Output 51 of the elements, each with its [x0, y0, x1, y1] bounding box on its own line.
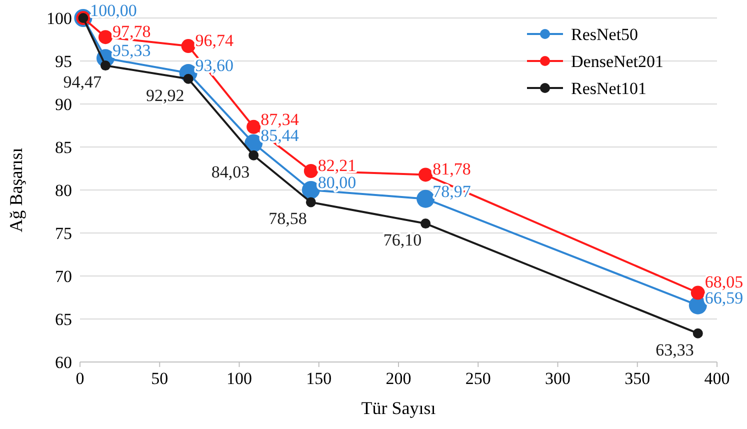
data-label: 81,78	[432, 160, 471, 179]
x-tick-label: 350	[624, 369, 650, 388]
x-tick-label: 0	[76, 369, 84, 388]
point	[181, 39, 196, 54]
x-tick-label: 100	[226, 369, 252, 388]
y-tick-label: 95	[55, 52, 72, 71]
data-label: 84,03	[211, 162, 250, 182]
point	[183, 74, 194, 84]
data-label: 78,58	[268, 209, 307, 228]
data-label: 95,33	[112, 41, 151, 60]
legend-label: ResNet50	[571, 25, 638, 44]
data-label: 94,47	[63, 72, 102, 92]
point	[100, 60, 110, 71]
point	[416, 190, 435, 208]
point	[98, 30, 112, 44]
point	[246, 120, 261, 134]
data-label: 96,74	[195, 31, 234, 50]
data-label: 92,92	[146, 86, 184, 105]
data-label: 82,21	[318, 156, 356, 175]
data-label: 76,10	[383, 230, 422, 250]
data-label: 100,00	[90, 1, 137, 20]
y-tick-label: 90	[55, 95, 72, 114]
point	[302, 181, 320, 199]
x-tick-label: 150	[306, 369, 332, 388]
data-label: 80,00	[318, 173, 356, 192]
x-tick-label: 50	[151, 369, 168, 388]
y-tick-label: 85	[55, 138, 72, 157]
y-tick-label: 60	[55, 353, 72, 372]
x-tick-label: 300	[545, 369, 570, 388]
y-tick-label: 80	[55, 181, 72, 200]
x-tick-label: 400	[704, 369, 730, 388]
point	[690, 286, 705, 300]
y-tick-label: 75	[55, 224, 72, 243]
legend-label: DenseNet201	[571, 52, 664, 71]
legend-label: ResNet101	[571, 79, 647, 98]
point	[304, 164, 318, 178]
x-axis-title: Tür Sayısı	[361, 398, 436, 418]
point	[306, 197, 316, 208]
x-tick-label: 200	[386, 369, 412, 388]
y-tick-label: 100	[46, 9, 72, 28]
y-axis-title: Ağ Başarısı	[6, 148, 26, 232]
data-label: 63,33	[656, 340, 694, 360]
point	[248, 150, 259, 160]
data-label: 97,78	[112, 22, 151, 42]
point	[692, 328, 703, 338]
y-tick-label: 70	[55, 267, 72, 286]
y-tick-label: 65	[55, 310, 72, 329]
point	[418, 168, 433, 182]
data-label: 87,34	[260, 110, 300, 130]
x-tick-label: 250	[465, 369, 491, 388]
point	[420, 218, 431, 229]
